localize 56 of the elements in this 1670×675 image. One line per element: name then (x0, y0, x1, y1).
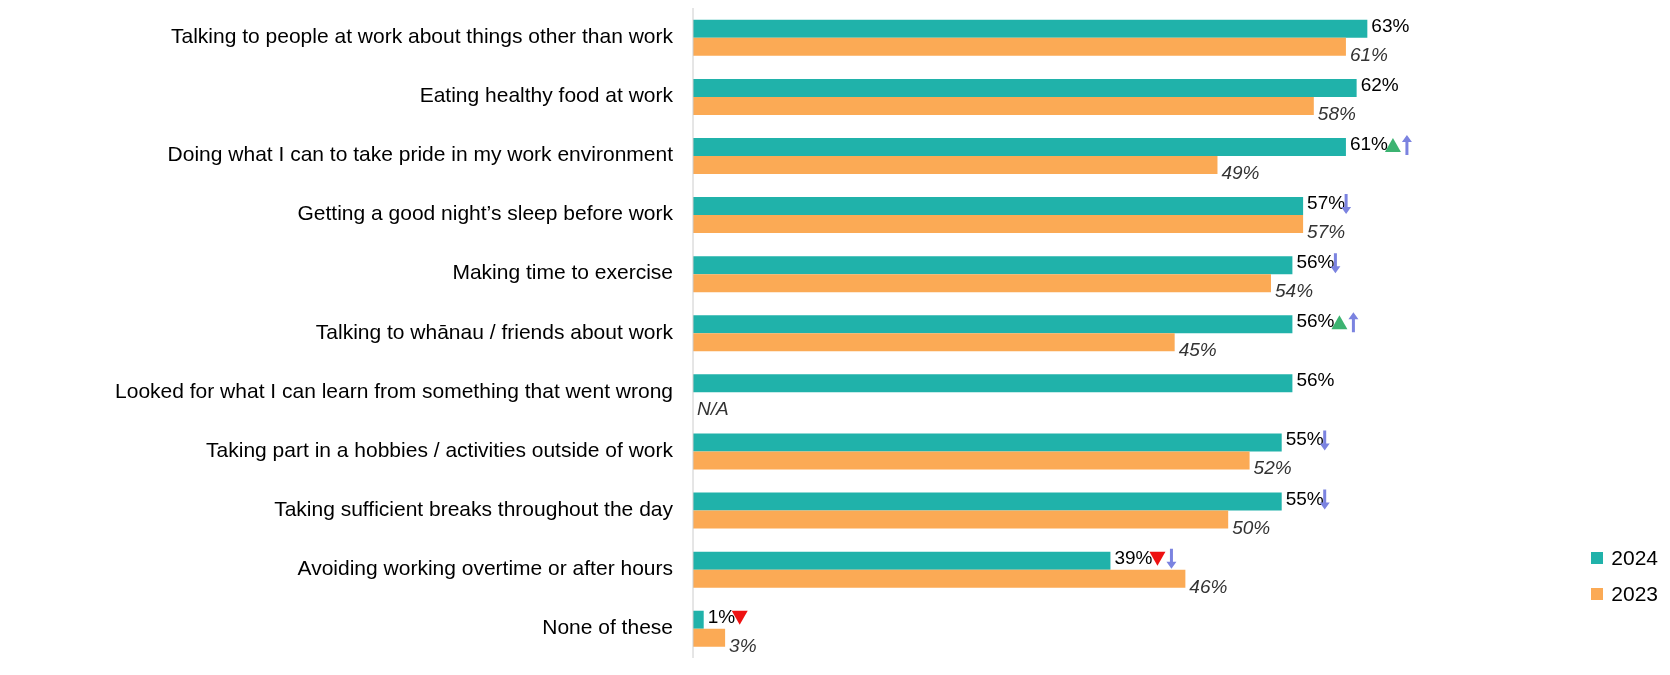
y-tick-label: Talking to people at work about things other than work (171, 24, 674, 48)
text: N/A (697, 398, 729, 420)
bar (693, 274, 1271, 293)
y-tick-label: Making time to exercise (452, 260, 673, 284)
y-tick-label: Taking sufficient breaks throughout the day (274, 496, 674, 520)
data-label: 39% (1114, 546, 1153, 568)
bar (693, 492, 1282, 511)
data-label: 52% (1253, 457, 1292, 479)
bar (693, 37, 1346, 56)
data-label: 62% (1360, 73, 1399, 95)
data-label: 57% (1307, 221, 1346, 243)
data-label: 55% (1285, 487, 1324, 509)
bar (693, 569, 1186, 588)
bar (693, 78, 1357, 97)
y-tick-label: Avoiding working overtime or after hours (297, 555, 673, 579)
data-label: 61% (1349, 43, 1389, 65)
data-label: 56% (1296, 251, 1335, 273)
bar (693, 551, 1111, 570)
bar (693, 197, 1304, 216)
y-tick-label: Eating healthy food at work (419, 83, 674, 107)
bar (693, 610, 704, 629)
bar (693, 628, 726, 647)
data-label: 55% (1285, 428, 1324, 450)
data-label: 61% (1349, 133, 1389, 155)
data-label: 49% (1221, 162, 1260, 184)
bar (693, 215, 1304, 234)
bar (693, 256, 1293, 275)
bar (693, 19, 1368, 38)
bar (693, 315, 1293, 334)
data-label: 58% (1317, 102, 1356, 124)
bar (693, 510, 1229, 529)
data-label: 1% (707, 605, 736, 627)
data-label: 56% (1296, 310, 1335, 332)
data-label: 50% (1232, 516, 1271, 538)
y-tick-label: Taking part in a hobbies / activities outside of work (206, 437, 674, 461)
bar (693, 451, 1250, 470)
y-tick-label: Doing what I can to take pride in my work environment (167, 142, 674, 166)
y-tick-label: Looked for what I can learn from something that went wrong (115, 378, 673, 402)
legend-label: 2024 (1611, 546, 1658, 570)
data-label: 56% (1296, 369, 1335, 391)
bar (693, 96, 1314, 115)
bar (693, 374, 1293, 393)
bar (693, 433, 1282, 452)
data-label: 45% (1178, 339, 1217, 361)
y-tick-label: Talking to whānau / friends about work (315, 319, 674, 343)
y-tick-label: Getting a good night’s sleep before work (297, 201, 674, 225)
data-label: 3% (729, 634, 757, 656)
data-label: 57% (1307, 192, 1346, 214)
data-label: 46% (1189, 575, 1228, 597)
bar (693, 138, 1346, 156)
y-tick-label: None of these (542, 615, 673, 638)
bar (693, 333, 1175, 352)
data-label: 63% (1371, 14, 1410, 36)
bar (693, 156, 1218, 174)
data-label: 54% (1275, 280, 1314, 302)
legend-label: 2023 (1611, 582, 1658, 606)
